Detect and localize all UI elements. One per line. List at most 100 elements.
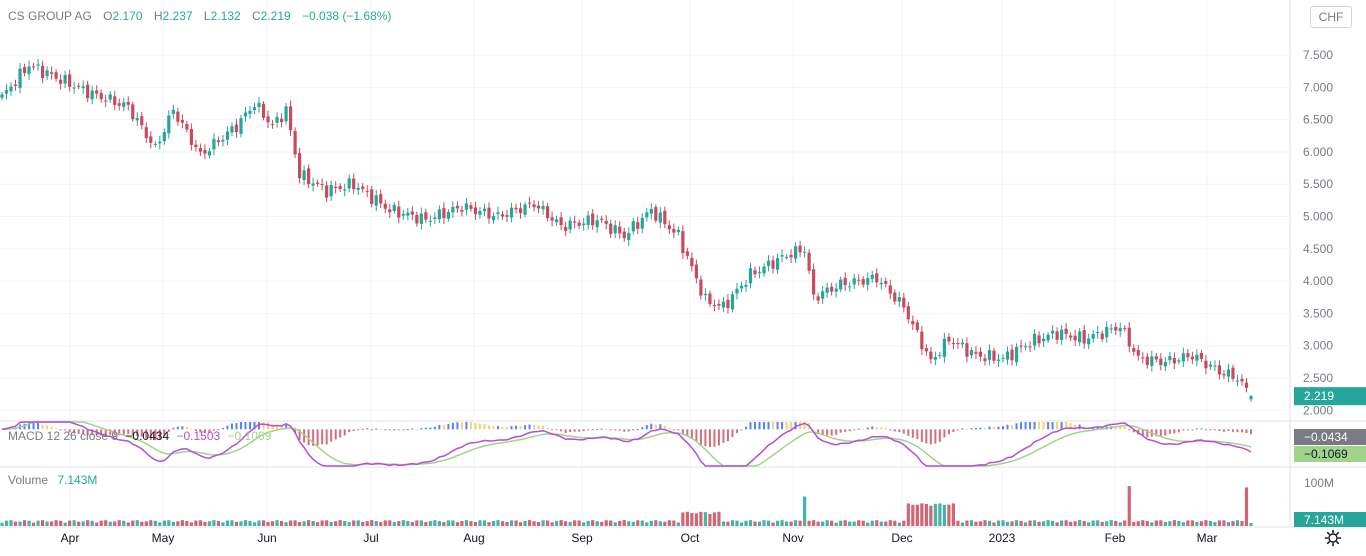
volume-bar <box>1235 520 1240 526</box>
volume-bar <box>225 520 230 526</box>
volume-bar <box>27 520 31 526</box>
macd-histogram-bar <box>618 429 621 431</box>
macd-histogram-bar <box>1213 429 1216 431</box>
volume-bar <box>523 520 527 526</box>
high-label: H <box>153 9 163 23</box>
macd-histogram-bar <box>357 429 360 431</box>
volume-bar <box>243 520 248 526</box>
volume-bar <box>771 522 775 526</box>
macd-histogram-bar <box>271 424 274 430</box>
candle-body <box>518 208 523 214</box>
macd-histogram-bar <box>420 427 423 430</box>
candle-body <box>334 186 338 188</box>
candle-body <box>699 279 703 296</box>
candle-body <box>618 226 622 234</box>
candle-body <box>108 94 112 100</box>
volume-bar <box>338 520 342 526</box>
candle-body <box>897 297 901 302</box>
volume-bar <box>1168 521 1172 526</box>
macd-histogram-bar <box>704 429 707 447</box>
volume-bar <box>735 520 739 526</box>
volume-bar <box>640 520 644 526</box>
volume-bar <box>307 520 311 526</box>
volume-bar <box>279 520 284 526</box>
macd-histogram-bar <box>997 426 1000 430</box>
macd-histogram-bar <box>627 429 630 432</box>
volume-bar <box>261 520 266 526</box>
candle-body <box>730 294 735 310</box>
candle-body <box>1240 378 1244 382</box>
candle-body <box>1154 356 1158 360</box>
volume-bar <box>153 520 157 526</box>
candle-body <box>144 127 148 139</box>
volume-axis-label: 100M <box>1304 476 1334 490</box>
macd-histogram-bar <box>235 423 238 430</box>
candle-body <box>757 272 762 274</box>
candle-body <box>1005 351 1010 360</box>
volume-bar <box>297 521 302 526</box>
price-tick-label: 4.000 <box>1303 274 1333 288</box>
macd-histogram-bar <box>1209 429 1212 431</box>
candle-body <box>203 149 207 154</box>
volume-bar <box>866 522 870 526</box>
candle-body <box>1145 356 1149 366</box>
macd-histogram-bar <box>564 429 567 433</box>
time-tick-label: Mar <box>1197 531 1218 545</box>
candle-body <box>113 96 117 105</box>
macd-histogram-bar <box>1056 422 1059 430</box>
candle-body <box>302 170 306 180</box>
volume-bar <box>1226 522 1231 526</box>
candle-body <box>870 274 874 279</box>
volume-bar <box>911 504 915 526</box>
volume-bar <box>875 520 879 526</box>
volume-bar <box>780 520 784 526</box>
volume-bar <box>1037 521 1041 526</box>
price-tick-label: 2.000 <box>1303 403 1333 417</box>
macd-histogram-bar <box>221 427 224 430</box>
volume-bar <box>270 521 275 526</box>
macd-histogram-bar <box>974 427 977 430</box>
macd-histogram-bar <box>898 429 901 432</box>
macd-histogram-bar <box>690 429 693 439</box>
macd-histogram-bar <box>289 427 292 430</box>
macd-histogram-bar <box>460 422 463 430</box>
volume-bar <box>843 520 847 526</box>
macd-histogram-bar <box>726 429 729 442</box>
volume-bar <box>36 520 40 526</box>
volume-bar <box>469 521 473 526</box>
volume-bar <box>18 521 22 526</box>
volume-bar <box>487 522 491 526</box>
candle-body <box>753 270 757 275</box>
candle-body <box>221 139 225 142</box>
macd-label: MACD 12 26 close 9 <box>8 429 119 443</box>
candle-body <box>559 217 563 226</box>
macd-histogram-bar <box>176 426 179 430</box>
volume-bar <box>189 522 193 526</box>
settings-gear-icon[interactable] <box>1324 529 1342 547</box>
macd-histogram-bar <box>172 427 175 430</box>
candle-body <box>1096 331 1100 334</box>
volume-bar <box>63 522 67 526</box>
last-price-label: 2.219 <box>1304 389 1334 403</box>
candle-body <box>609 223 613 234</box>
macd-histogram-bar <box>379 429 382 431</box>
macd-histogram-bar <box>772 422 775 430</box>
macd-histogram-bar <box>551 429 554 431</box>
candle-body <box>1141 357 1145 359</box>
macd-histogram-bar <box>1218 429 1221 432</box>
candle-body <box>649 208 653 214</box>
candle-body <box>329 185 333 197</box>
macd-histogram-bar <box>483 423 486 430</box>
candle-body <box>1177 360 1181 362</box>
macd-histogram-bar <box>208 429 211 433</box>
candle-body <box>821 291 825 299</box>
currency-selector[interactable]: CHF <box>1310 6 1352 28</box>
volume-bar <box>604 520 608 526</box>
volume-bar <box>68 520 72 526</box>
candle-body <box>735 288 739 294</box>
macd-histogram-bar <box>830 429 833 436</box>
macd-histogram-bar <box>952 429 955 433</box>
volume-bar <box>0 522 4 526</box>
candle-body <box>171 109 175 114</box>
